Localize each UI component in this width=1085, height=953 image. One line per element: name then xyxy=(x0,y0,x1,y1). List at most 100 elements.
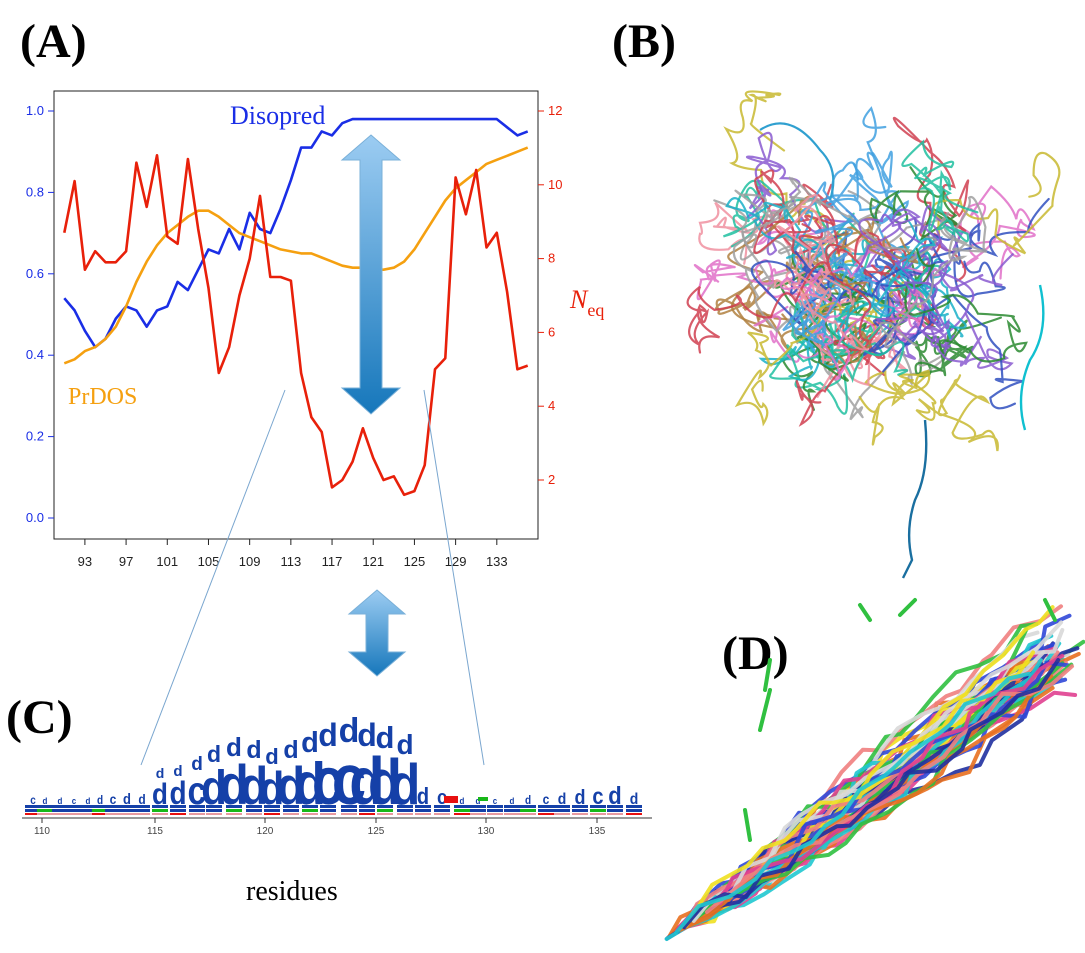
logo-letter xyxy=(66,813,82,815)
right-axis-label: Neq xyxy=(569,285,604,320)
x-tick-label: 117 xyxy=(322,554,343,569)
series-label-disopred: Disopred xyxy=(230,101,325,130)
x-tick-label: 109 xyxy=(239,554,261,569)
logo-letter: c xyxy=(592,783,603,810)
logo-letter xyxy=(538,813,554,815)
logo-letter xyxy=(470,809,486,812)
logo-letter xyxy=(37,813,53,815)
logo-letter xyxy=(134,805,150,808)
logo-letter: d xyxy=(240,756,268,816)
logo-letter xyxy=(226,813,242,815)
logo-letter: d xyxy=(58,795,63,806)
stick-sidechain xyxy=(1043,598,1057,622)
logo-letter xyxy=(444,796,458,803)
logo-letter xyxy=(359,809,375,812)
ensemble-chain xyxy=(898,373,999,452)
panel-label-c: (C) xyxy=(6,691,73,744)
logo-letter xyxy=(572,805,588,808)
ensemble-chain xyxy=(686,243,872,354)
logo-letter xyxy=(415,813,431,815)
logo-letter xyxy=(206,809,222,812)
logo-letter xyxy=(264,809,280,812)
y-right-tick-label: 12 xyxy=(548,103,562,118)
logo-letter: c xyxy=(30,794,36,807)
logo-letter: c xyxy=(72,795,77,806)
ensemble-chain xyxy=(791,300,909,376)
ensemble-chain xyxy=(1019,284,1045,431)
logo-letter xyxy=(554,805,570,808)
logo-letter xyxy=(226,809,242,812)
logo-letter xyxy=(92,809,108,812)
logo-letter xyxy=(377,805,393,808)
logo-letter xyxy=(152,809,168,812)
logo-letter xyxy=(246,809,262,812)
logo-letter xyxy=(283,813,299,815)
y-left-tick-label: 0.4 xyxy=(26,347,44,362)
logo-letter xyxy=(538,805,554,808)
logo-letter xyxy=(170,809,186,812)
logo-letter xyxy=(470,805,486,808)
logo-letter: d xyxy=(460,795,465,806)
y-right-tick-label: 10 xyxy=(548,177,562,192)
logo-letter xyxy=(434,805,450,808)
logo-letter xyxy=(66,809,82,812)
logo-letter xyxy=(377,809,393,812)
logo-letter xyxy=(206,805,222,808)
logo-letter xyxy=(105,805,121,808)
logo-letter: d xyxy=(219,754,248,816)
logo-letter: d xyxy=(357,717,377,753)
logo-letter xyxy=(134,813,150,815)
x-tick-label: 97 xyxy=(119,554,133,569)
logo-letter xyxy=(504,809,520,812)
logo-letter xyxy=(189,813,205,815)
logo-letter: d xyxy=(86,795,91,806)
logo-letter xyxy=(52,813,68,815)
logo-letter: d xyxy=(173,763,182,780)
logo-letter: c xyxy=(110,791,117,807)
y-right-tick-label: 6 xyxy=(548,324,555,339)
x-tick-label: 113 xyxy=(280,554,301,569)
logo-letter xyxy=(434,813,450,815)
logo-letter: d xyxy=(191,754,203,775)
logo-letter: d xyxy=(207,741,221,767)
logo-letter xyxy=(415,805,431,808)
x-tick-label: 93 xyxy=(78,554,92,569)
logo-letter xyxy=(92,805,108,808)
logo-letter xyxy=(37,805,53,808)
logo-letter xyxy=(226,805,242,808)
ensemble-chain xyxy=(901,419,928,579)
logo-letter xyxy=(105,813,121,815)
y-right-tick-label: 2 xyxy=(548,472,555,487)
logo-letter xyxy=(415,809,431,812)
logo-letter xyxy=(119,813,135,815)
logo-letter xyxy=(170,805,186,808)
ensemble-chain xyxy=(932,151,1061,255)
logo-letter xyxy=(397,813,413,815)
logo-letter: d xyxy=(417,783,429,810)
logo-letter: d xyxy=(169,776,186,811)
logo-letter xyxy=(554,809,570,812)
logo-letter xyxy=(478,797,488,801)
logo-letter: d xyxy=(301,727,319,759)
logo-letter xyxy=(52,805,68,808)
logo-letter: c xyxy=(543,791,550,807)
stick-sidechain xyxy=(858,603,872,622)
logo-letter xyxy=(25,809,41,812)
x-tick-label: 121 xyxy=(362,554,384,569)
ensemble-chain xyxy=(879,195,988,349)
logo-letter xyxy=(134,809,150,812)
logo-letter xyxy=(92,813,108,815)
logo-letter: d xyxy=(318,717,338,753)
logo-letter: c xyxy=(312,744,344,819)
series-line-disopred xyxy=(63,117,529,349)
logo-letter: d xyxy=(283,736,298,764)
logo-letter: d xyxy=(277,756,305,816)
logo-letter xyxy=(470,813,486,815)
logo-letter: d xyxy=(246,736,261,764)
x-tick-label: 133 xyxy=(486,554,508,569)
logo-letter xyxy=(397,805,413,808)
stick-sidechain xyxy=(743,808,752,842)
x-tick-label: 101 xyxy=(156,554,178,569)
ensemble-chain xyxy=(759,122,835,201)
